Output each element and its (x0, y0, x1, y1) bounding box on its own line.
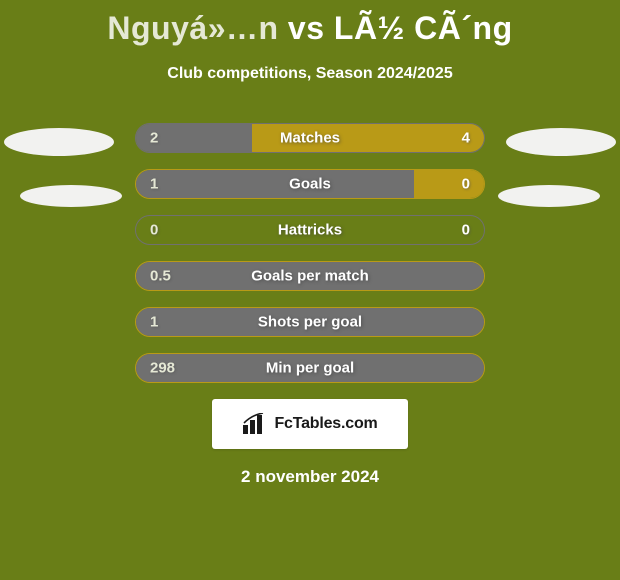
stat-bar: 24Matches (135, 123, 485, 153)
player2-name: LÃ½ CÃ´ng (334, 10, 513, 46)
stat-value-left: 0 (150, 222, 158, 239)
stat-bars-container: 24Matches10Goals00Hattricks0.5Goals per … (135, 123, 485, 383)
stat-bar-fill-left (136, 308, 484, 336)
stat-bar-fill-left (136, 170, 414, 198)
stat-value-left: 1 (150, 314, 158, 331)
player2-avatar-placeholder-1 (506, 128, 616, 156)
comparison-title: Nguyá»…n vs LÃ½ CÃ´ng (0, 0, 620, 47)
player1-avatar-placeholder-1 (4, 128, 114, 156)
stat-bar: 10Goals (135, 169, 485, 199)
vs-separator: vs (288, 10, 325, 46)
stat-value-left: 1 (150, 176, 158, 193)
stat-value-right: 0 (462, 222, 470, 239)
stat-bar-fill-left (136, 262, 484, 290)
stat-value-left: 2 (150, 130, 158, 147)
stat-value-left: 0.5 (150, 268, 171, 285)
stat-value-right: 4 (462, 130, 470, 147)
player2-avatar-placeholder-2 (498, 185, 600, 207)
stat-label: Hattricks (136, 222, 484, 239)
bars-icon (242, 413, 268, 435)
stat-value-right: 0 (462, 176, 470, 193)
stat-bar-fill-right (414, 170, 484, 198)
subtitle: Club competitions, Season 2024/2025 (0, 65, 620, 83)
fctables-logo[interactable]: FcTables.com (212, 399, 408, 449)
stat-bar: 0.5Goals per match (135, 261, 485, 291)
snapshot-date: 2 november 2024 (0, 467, 620, 487)
stat-bar: 1Shots per goal (135, 307, 485, 337)
stat-bar: 0 0Hattricks (135, 215, 485, 245)
comparison-arena: 24Matches10Goals00Hattricks0.5Goals per … (0, 123, 620, 383)
stat-bar-fill-right (252, 124, 484, 152)
player1-name: Nguyá»…n (107, 10, 278, 46)
stat-value-left: 298 (150, 360, 175, 377)
stat-bar-fill-left (136, 354, 484, 382)
stat-bar: 298Min per goal (135, 353, 485, 383)
logo-text: FcTables.com (274, 415, 377, 433)
player1-avatar-placeholder-2 (20, 185, 122, 207)
